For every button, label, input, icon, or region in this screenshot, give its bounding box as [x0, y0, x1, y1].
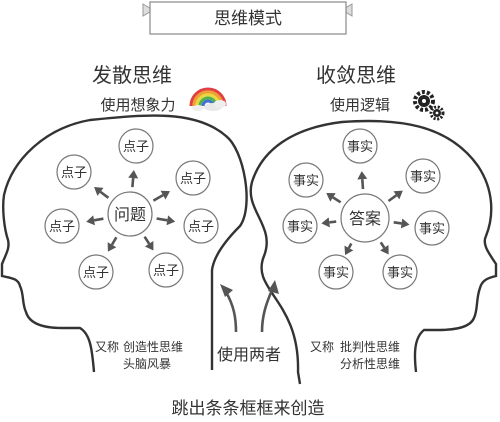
convergent-arrowhead — [344, 245, 354, 256]
convergent-arrowhead — [400, 218, 410, 229]
divergent-arrowhead — [94, 187, 104, 196]
center-arrows — [220, 280, 279, 333]
convergent-arrowhead — [326, 193, 336, 202]
divergent-arrow — [110, 236, 118, 246]
divergent-center-circle — [107, 191, 153, 237]
convergent-arrow — [361, 179, 365, 190]
divergent-node-circle — [78, 254, 114, 290]
convergent-node-circle — [405, 158, 441, 194]
convergent-node-circle — [288, 162, 324, 198]
divergent-arrowhead — [107, 242, 117, 252]
convergent-node-circle — [318, 254, 354, 290]
divergent-arrow — [93, 217, 104, 222]
divergent-node-circle — [148, 252, 184, 288]
convergent-node-circle — [342, 128, 378, 164]
divergent-node-label: 点子 — [180, 172, 206, 187]
divergent-alias-line-1: 创造性思维 — [123, 340, 183, 354]
divergent-arrow — [152, 193, 164, 202]
convergent-center-circle — [340, 193, 390, 243]
divergent-arrowhead — [86, 215, 95, 226]
divergent-heading: 发散思维 — [92, 63, 172, 87]
title-banner: 思维模式 — [142, 1, 353, 35]
divergent-node-circle — [56, 154, 92, 190]
convergent-node-label: 事实 — [347, 140, 373, 155]
gears-icon — [413, 90, 445, 121]
divergent-subheading: 使用想象力 — [100, 96, 175, 114]
use-both-label: 使用两者 — [217, 345, 281, 364]
divergent-arrowhead — [144, 241, 154, 251]
convergent-arrow — [387, 194, 398, 203]
divergent-alias-line-2: 头脑风暴 — [123, 357, 171, 371]
convergent-arrow — [347, 242, 353, 249]
divergent-arrow — [99, 190, 110, 199]
divergent-arrowhead — [160, 190, 170, 200]
footer-caption: 跳出条条框框来创造 — [172, 399, 325, 419]
divergent-node-label: 点子 — [188, 220, 214, 235]
divergent-node-label: 点子 — [83, 266, 109, 281]
convergent-heading: 收敛思维 — [316, 63, 396, 87]
convergent-node-circle — [282, 208, 318, 244]
divergent-alias-prefix: 又称 — [95, 340, 119, 354]
page-title: 思维模式 — [214, 9, 282, 29]
divergent-node-label: 点子 — [49, 220, 75, 235]
rainbow-cloud-icon — [189, 87, 227, 111]
divergent-node-label: 点子 — [153, 264, 179, 279]
convergent-subheading: 使用逻辑 — [330, 96, 390, 114]
convergent-center-label: 答案 — [349, 209, 381, 228]
convergent-node-label: 事实 — [419, 222, 445, 237]
divergent-center-label: 问题 — [114, 205, 146, 224]
divergent-node-circle — [118, 128, 154, 164]
convergent-node-circle — [414, 210, 450, 246]
divergent-arrowhead — [128, 170, 139, 179]
convergent-alias-prefix: 又称 — [310, 340, 334, 354]
convergent-alias-line-1: 批判性思维 — [340, 339, 400, 354]
divergent-node-circle — [183, 208, 219, 244]
convergent-arrow — [379, 241, 386, 249]
convergent-arrowhead — [321, 217, 330, 228]
divergent-arrow — [156, 217, 168, 222]
convergent-node-label: 事实 — [410, 170, 436, 185]
convergent-arrowhead — [380, 245, 389, 255]
convergent-node-circle — [382, 254, 418, 290]
divergent-node-circle — [175, 160, 211, 196]
convergent-node-label: 事实 — [323, 266, 349, 281]
convergent-alias: 又称 批判性思维 分析性思维 — [310, 339, 400, 371]
divergent-arrow — [131, 177, 135, 188]
convergent-node-label: 事实 — [387, 266, 413, 281]
convergent-arrowhead — [393, 190, 403, 200]
convergent-arrow — [332, 196, 342, 204]
convergent-arrow — [329, 220, 337, 224]
convergent-node-label: 事实 — [287, 220, 313, 235]
divergent-node-circle — [44, 208, 80, 244]
divergent-node-label: 点子 — [123, 140, 149, 155]
convergent-alias-line-2: 分析性思维 — [340, 357, 400, 371]
divergent-arrow — [143, 236, 151, 245]
divergent-node-label: 点子 — [61, 166, 87, 181]
convergent-arrowhead — [357, 171, 368, 180]
divergent-alias: 又称 创造性思维 头脑风暴 — [95, 340, 183, 371]
divergent-arrowhead — [166, 215, 176, 226]
convergent-node-label: 事实 — [293, 174, 319, 189]
convergent-arrow — [393, 220, 402, 225]
